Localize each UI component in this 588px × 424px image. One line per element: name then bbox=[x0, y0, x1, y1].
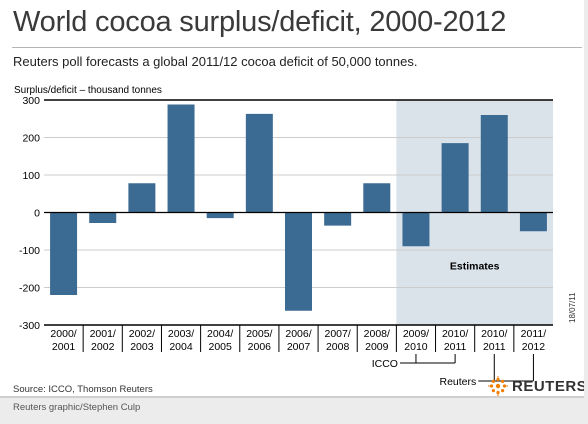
x-tick-label: 2010 bbox=[404, 341, 428, 353]
x-tick-label: 2004/ bbox=[207, 328, 233, 340]
bar bbox=[441, 143, 469, 213]
source-note: Source: ICCO, Thomson Reuters bbox=[13, 384, 153, 395]
bar bbox=[363, 183, 391, 213]
y-tick-label: -200 bbox=[19, 283, 40, 295]
x-tick-label: 2002 bbox=[91, 341, 115, 353]
logo-wordmark: REUTERS bbox=[512, 377, 588, 395]
reuters-logo: REUTERS bbox=[488, 376, 587, 396]
x-tick-label: 2005 bbox=[209, 341, 233, 353]
subtitle: Reuters poll forecasts a global 2011/12 … bbox=[13, 54, 418, 69]
x-tick-label: 2010/ bbox=[481, 328, 507, 340]
x-tick-label: 2005/ bbox=[246, 328, 272, 340]
y-tick-label: -300 bbox=[19, 320, 40, 332]
x-tick-label: 2000/ bbox=[50, 328, 76, 340]
x-tick-label: 2008/ bbox=[364, 328, 390, 340]
bar bbox=[402, 212, 430, 247]
viewer-right-margin bbox=[584, 0, 588, 398]
frame-edge bbox=[0, 396, 584, 398]
x-tick-label: 2001/ bbox=[90, 328, 116, 340]
y-tick-label: 100 bbox=[22, 170, 40, 182]
y-tick-label: -100 bbox=[19, 245, 40, 257]
bar bbox=[128, 183, 156, 213]
x-tick-label: 2004 bbox=[169, 341, 193, 353]
x-tick-label: 2011/ bbox=[521, 328, 547, 340]
date-stamp: 18/07/11 bbox=[568, 292, 577, 323]
x-tick-label: 2012 bbox=[522, 341, 546, 353]
viewer-bottom-bar: Reuters graphic/Stephen Culp bbox=[0, 398, 588, 424]
x-tick-label: 2003/ bbox=[168, 328, 194, 340]
y-tick-label: 0 bbox=[34, 208, 40, 220]
reuters-dots-icon bbox=[488, 376, 508, 396]
bar-chart: Surplus/deficit – thousand tonnes3002001… bbox=[14, 85, 553, 388]
x-tick-label: 2001 bbox=[52, 341, 76, 353]
y-tick-label: 300 bbox=[22, 95, 40, 107]
x-tick-label: 2009 bbox=[365, 341, 389, 353]
bar bbox=[89, 212, 117, 223]
x-tick-label: 2006/ bbox=[285, 328, 311, 340]
x-tick-label: 2011 bbox=[444, 341, 467, 353]
x-tick-label: 2010/ bbox=[442, 328, 468, 340]
bar bbox=[324, 212, 352, 226]
bar bbox=[285, 212, 312, 311]
icco-group-label: ICCO bbox=[372, 358, 398, 370]
x-tick-label: 2009/ bbox=[403, 328, 429, 340]
title-divider bbox=[12, 47, 582, 48]
x-tick-label: 2006 bbox=[248, 341, 272, 353]
bar bbox=[167, 104, 195, 213]
page-title: World cocoa surplus/deficit, 2000-2012 bbox=[13, 6, 507, 38]
bar bbox=[50, 212, 78, 295]
credit-line: Reuters graphic/Stephen Culp bbox=[13, 402, 141, 413]
y-axis-label: Surplus/deficit – thousand tonnes bbox=[14, 85, 162, 96]
x-tick-label: 2008 bbox=[326, 341, 350, 353]
bar bbox=[206, 212, 234, 219]
reuters-group-label: Reuters bbox=[440, 376, 477, 388]
bar bbox=[480, 115, 508, 213]
y-tick-label: 200 bbox=[22, 133, 40, 145]
x-tick-label: 2002/ bbox=[129, 328, 155, 340]
x-tick-label: 2007/ bbox=[325, 328, 351, 340]
bar bbox=[245, 113, 273, 213]
x-tick-label: 2011 bbox=[483, 341, 506, 353]
bar bbox=[519, 212, 547, 232]
x-tick-label: 2003 bbox=[130, 341, 154, 353]
x-tick-label: 2007 bbox=[287, 341, 311, 353]
estimates-label: Estimates bbox=[450, 261, 500, 273]
